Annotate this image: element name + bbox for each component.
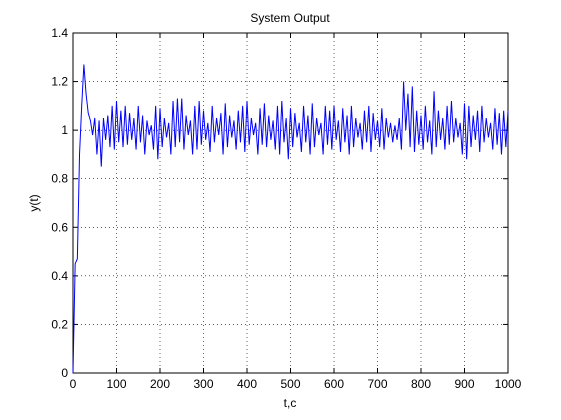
x-tick-label: 200 [150, 377, 170, 391]
y-tick-label: 0.8 [51, 172, 68, 186]
y-tick-label: 1.2 [51, 75, 68, 89]
x-tick-label: 0 [70, 377, 77, 391]
x-tick-label: 600 [324, 377, 344, 391]
x-tick-label: 400 [237, 377, 257, 391]
x-tick-label: 900 [454, 377, 474, 391]
y-tick-label: 0.2 [51, 317, 68, 331]
y-tick-label: 1 [61, 123, 68, 137]
y-tick-label: 1.4 [51, 26, 68, 40]
chart-title: System Output [250, 11, 330, 25]
y-tick-label: 0 [61, 366, 68, 380]
y-tick-label: 0.4 [51, 269, 68, 283]
y-axis-label: y(t) [27, 194, 41, 211]
x-tick-label: 300 [193, 377, 213, 391]
x-tick-label: 1000 [495, 377, 522, 391]
y-tick-label: 0.6 [51, 220, 68, 234]
x-axis-label: t,c [284, 396, 297, 410]
x-tick-label: 100 [106, 377, 126, 391]
x-tick-label: 700 [367, 377, 387, 391]
axes-box [72, 32, 509, 374]
x-tick-label: 500 [280, 377, 300, 391]
x-tick-label: 800 [411, 377, 431, 391]
data-line [72, 64, 509, 374]
